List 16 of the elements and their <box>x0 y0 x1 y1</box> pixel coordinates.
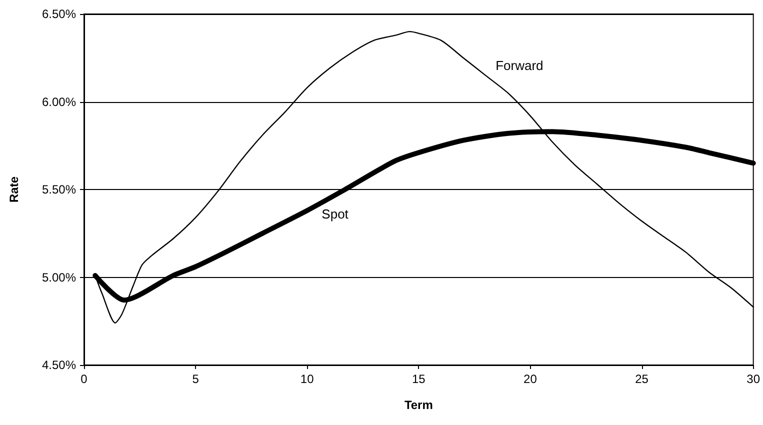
y-tick-label: 6.00% <box>42 94 76 109</box>
series-label: Forward <box>496 58 544 73</box>
x-tick-label: 0 <box>80 372 88 386</box>
x-tick-label: 15 <box>412 372 426 386</box>
x-tick-label: 25 <box>635 372 649 386</box>
x-axis-title: Term <box>404 398 433 412</box>
y-axis-title: Rate <box>7 176 21 203</box>
y-tick-label: 5.00% <box>42 270 76 284</box>
series-label: Spot <box>322 206 349 222</box>
x-tick-label: 5 <box>192 372 200 386</box>
y-tick-label: 5.50% <box>42 182 76 196</box>
x-tick-label: 30 <box>746 372 760 386</box>
y-tick-label: 4.50% <box>42 358 76 372</box>
x-tick-label: 10 <box>300 372 314 386</box>
x-tick-label: 20 <box>524 372 538 386</box>
y-tick-label: 6.50% <box>42 7 76 21</box>
